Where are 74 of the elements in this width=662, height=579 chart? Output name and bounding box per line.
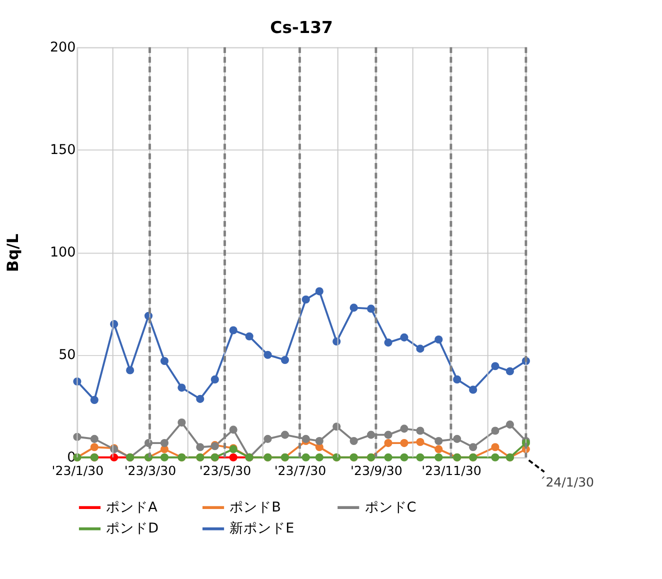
point [229, 426, 238, 434]
x-tick-label: '23/1/30 [52, 463, 104, 478]
point [178, 384, 186, 392]
point [229, 326, 238, 334]
point [416, 438, 424, 446]
point [400, 453, 408, 462]
point [366, 430, 376, 439]
point [350, 304, 358, 312]
point [400, 439, 408, 448]
annotation: ´24/1/30 [539, 474, 594, 490]
point [434, 445, 443, 454]
x-tick-label: '23/11/30 [422, 463, 482, 478]
point [126, 366, 134, 374]
point [491, 362, 500, 370]
point [160, 439, 169, 448]
point [434, 453, 443, 462]
x-tick-label: '23/3/30 [124, 463, 176, 478]
point [384, 439, 392, 448]
y-tick-label: 200 [50, 40, 76, 56]
point [160, 453, 169, 462]
legend-label: ポンドD [106, 520, 159, 537]
legend-label: ポンドC [364, 499, 416, 516]
point [90, 434, 98, 443]
point [280, 356, 290, 364]
point [302, 453, 310, 462]
point [453, 375, 462, 384]
point [416, 426, 424, 435]
legend-label: ポンドA [106, 499, 158, 516]
point [280, 430, 290, 439]
point [491, 453, 500, 462]
point [210, 375, 219, 384]
point [384, 338, 392, 347]
point [196, 443, 204, 452]
point [491, 426, 500, 435]
y-tick-label: 100 [50, 244, 76, 261]
point [315, 287, 324, 296]
point [416, 453, 424, 462]
legend-label: 新ポンドE [230, 520, 294, 537]
point [384, 430, 392, 439]
point [434, 335, 443, 344]
point [196, 394, 204, 403]
point [506, 367, 514, 376]
point [469, 443, 478, 452]
x-tick-label: '23/5/30 [199, 463, 252, 478]
legend-label: ポンドB [230, 499, 281, 516]
point [90, 443, 98, 452]
point [453, 434, 462, 443]
point [400, 333, 408, 342]
point [491, 443, 500, 452]
point [315, 436, 324, 446]
point [384, 453, 392, 462]
point [400, 424, 408, 433]
point [350, 436, 358, 446]
point [506, 420, 514, 429]
point [315, 453, 324, 462]
point [264, 434, 272, 443]
point [264, 350, 272, 359]
point [366, 304, 376, 313]
y-tick-label: 50 [58, 347, 76, 364]
point [160, 356, 169, 366]
x-tick-label: '23/9/30 [350, 463, 402, 478]
point [469, 386, 478, 394]
y-tick-label: 150 [50, 142, 76, 158]
point [416, 344, 424, 353]
point [229, 453, 238, 462]
point [302, 295, 310, 304]
point [434, 436, 443, 446]
chart-title: Cs-137 [270, 18, 333, 37]
point [245, 332, 254, 340]
x-tick-label: '23/7/30 [274, 463, 326, 478]
point [90, 396, 98, 404]
y-axis-title: Bq/L [4, 234, 22, 272]
point [110, 453, 118, 462]
point [178, 418, 186, 427]
